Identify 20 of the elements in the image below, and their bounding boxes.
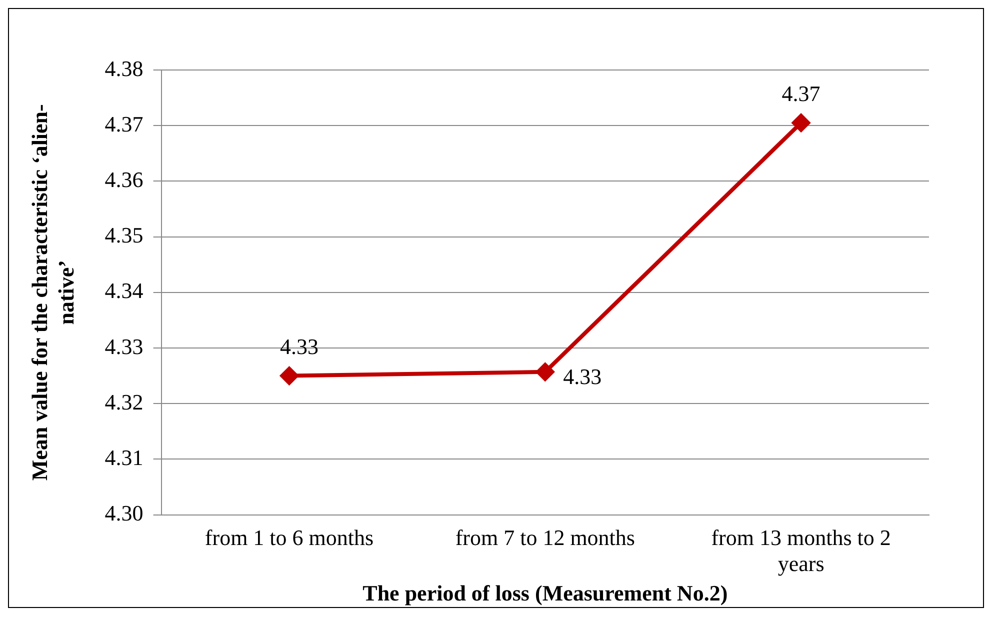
x-tick-label: from 13 months to 2 years	[711, 524, 891, 576]
y-tick-label: 4.31	[104, 444, 144, 470]
x-tick-label: from 7 to 12 months	[455, 524, 635, 550]
y-tick-label: 4.34	[104, 278, 144, 304]
y-tick-label: 4.37	[104, 111, 144, 136]
data-label: 4.33	[563, 364, 602, 389]
point	[536, 362, 554, 381]
y-tick-label: 4.36	[104, 166, 144, 192]
data-label: 4.33	[280, 334, 318, 359]
y-tick-label: 4.30	[104, 500, 144, 526]
y-tick-label: 4.33	[104, 334, 144, 359]
data-label: 4.37	[782, 80, 820, 106]
point	[792, 114, 810, 132]
x-tick-label: from 1 to 6 months	[204, 524, 374, 550]
y-tick-label: 4.38	[104, 56, 144, 81]
x-axis-title: The period of loss (Measurement No.2)	[362, 580, 728, 606]
point	[280, 366, 298, 385]
y-tick-label: 4.32	[104, 389, 144, 414]
y-tick-label: 4.35	[104, 222, 144, 248]
y-axis-title: Mean value for the characteristic ‘alien-native’	[26, 104, 78, 481]
